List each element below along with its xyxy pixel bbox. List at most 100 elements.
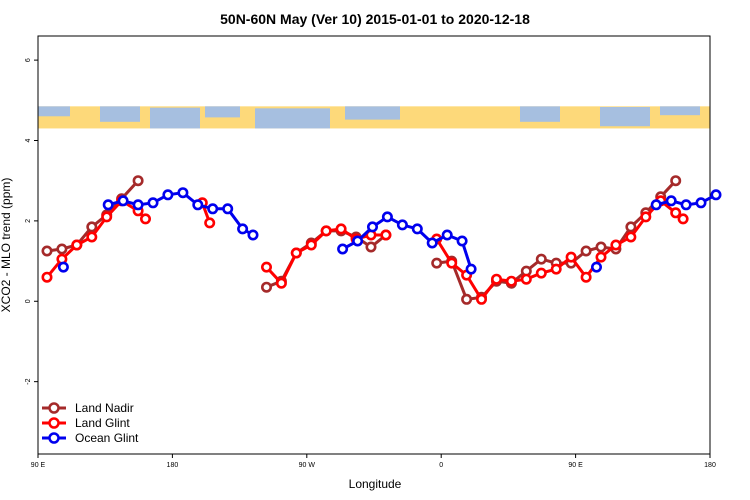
data-point <box>147 197 159 209</box>
data-point <box>335 223 347 235</box>
map-ocean-patch <box>660 106 700 116</box>
data-point <box>352 235 364 247</box>
chart-title: 50N-60N May (Ver 10) 2015-01-01 to 2020-… <box>220 11 530 27</box>
y-tick-label: 4 <box>25 138 32 142</box>
data-point <box>305 239 317 251</box>
data-point <box>381 211 393 223</box>
x-tick-label: 0 <box>439 462 443 469</box>
data-point <box>426 237 438 249</box>
map-ocean-patch <box>38 106 70 117</box>
y-tick-label: 6 <box>25 58 32 62</box>
data-point <box>590 261 602 273</box>
legend-label-ocean-glint: Ocean Glint <box>75 431 139 445</box>
y-tick-label: -2 <box>25 378 32 384</box>
data-point <box>86 231 98 243</box>
data-point <box>140 213 152 225</box>
x-axis: 90 E 180 90 W 0 90 E 180 <box>31 454 716 469</box>
data-point <box>162 189 174 201</box>
map-ocean-patch <box>255 108 330 129</box>
data-point <box>41 271 53 283</box>
data-point <box>132 199 144 211</box>
data-point <box>535 267 547 279</box>
data-point <box>177 187 189 199</box>
data-point <box>625 231 637 243</box>
data-point <box>710 189 722 201</box>
data-point <box>320 225 332 237</box>
data-point <box>431 257 443 269</box>
data-point <box>456 235 468 247</box>
data-point <box>117 195 129 207</box>
y-tick-label: 0 <box>25 299 32 303</box>
data-point <box>101 211 113 223</box>
map-strip <box>38 106 710 129</box>
data-point <box>665 195 677 207</box>
data-point <box>695 197 707 209</box>
x-tick-label: 180 <box>704 462 716 469</box>
legend-label-land-glint: Land Glint <box>75 416 130 430</box>
data-point <box>102 199 114 211</box>
data-point <box>337 243 349 255</box>
x-axis-label: Longitude <box>349 477 402 491</box>
map-ocean-patch <box>520 106 560 122</box>
map-ocean-patch <box>205 106 240 118</box>
data-point <box>207 203 219 215</box>
data-point <box>366 221 378 233</box>
data-point <box>625 221 637 233</box>
data-point <box>680 199 692 211</box>
data-point <box>57 261 69 273</box>
data-point <box>132 175 144 187</box>
data-point <box>441 229 453 241</box>
data-point <box>670 175 682 187</box>
data-point <box>677 213 689 225</box>
data-point <box>222 203 234 215</box>
x-tick-label: 180 <box>167 462 179 469</box>
data-point <box>446 257 458 269</box>
data-point <box>275 277 287 289</box>
data-point <box>550 263 562 275</box>
map-ocean-patch <box>345 106 400 120</box>
x-tick-label: 90 E <box>31 462 46 469</box>
data-point <box>461 293 473 305</box>
data-point <box>490 273 502 285</box>
data-point <box>237 223 249 235</box>
data-point <box>71 239 83 251</box>
data-point <box>365 241 377 253</box>
data-point <box>595 251 607 263</box>
data-point <box>192 199 204 211</box>
legend: Land Nadir Land Glint Ocean Glint <box>42 401 139 445</box>
data-point <box>204 217 216 229</box>
series-line <box>436 179 677 301</box>
data-point <box>580 271 592 283</box>
data-point <box>595 241 607 253</box>
data-point <box>260 261 272 273</box>
x-tick-label: 90 W <box>299 462 316 469</box>
data-point <box>465 263 477 275</box>
data-point <box>41 245 53 257</box>
legend-entry-ocean-glint: Ocean Glint <box>42 431 139 445</box>
data-point <box>380 229 392 241</box>
series-line <box>107 191 254 237</box>
data-point <box>535 253 547 265</box>
legend-entry-land-nadir: Land Nadir <box>42 401 134 415</box>
data-point <box>396 219 408 231</box>
map-land <box>38 106 700 129</box>
series-line <box>341 215 473 270</box>
data-point <box>56 243 68 255</box>
data-point <box>505 275 517 287</box>
legend-entry-land-glint: Land Glint <box>42 416 130 430</box>
legend-label-land-nadir: Land Nadir <box>75 401 134 415</box>
y-axis-label: XCO2 - MLO trend (ppm) <box>0 178 13 313</box>
data-point <box>520 273 532 285</box>
data-point <box>411 223 423 235</box>
data-point <box>610 239 622 251</box>
y-axis: -2 0 2 4 6 <box>25 58 38 385</box>
data-point <box>260 281 272 293</box>
data-point <box>247 229 259 241</box>
data-point <box>670 207 682 219</box>
x-tick-label: 90 E <box>568 462 583 469</box>
map-ocean-patch <box>600 106 650 127</box>
data-point <box>565 251 577 263</box>
series-ocean-glint <box>57 187 722 275</box>
data-point <box>475 293 487 305</box>
